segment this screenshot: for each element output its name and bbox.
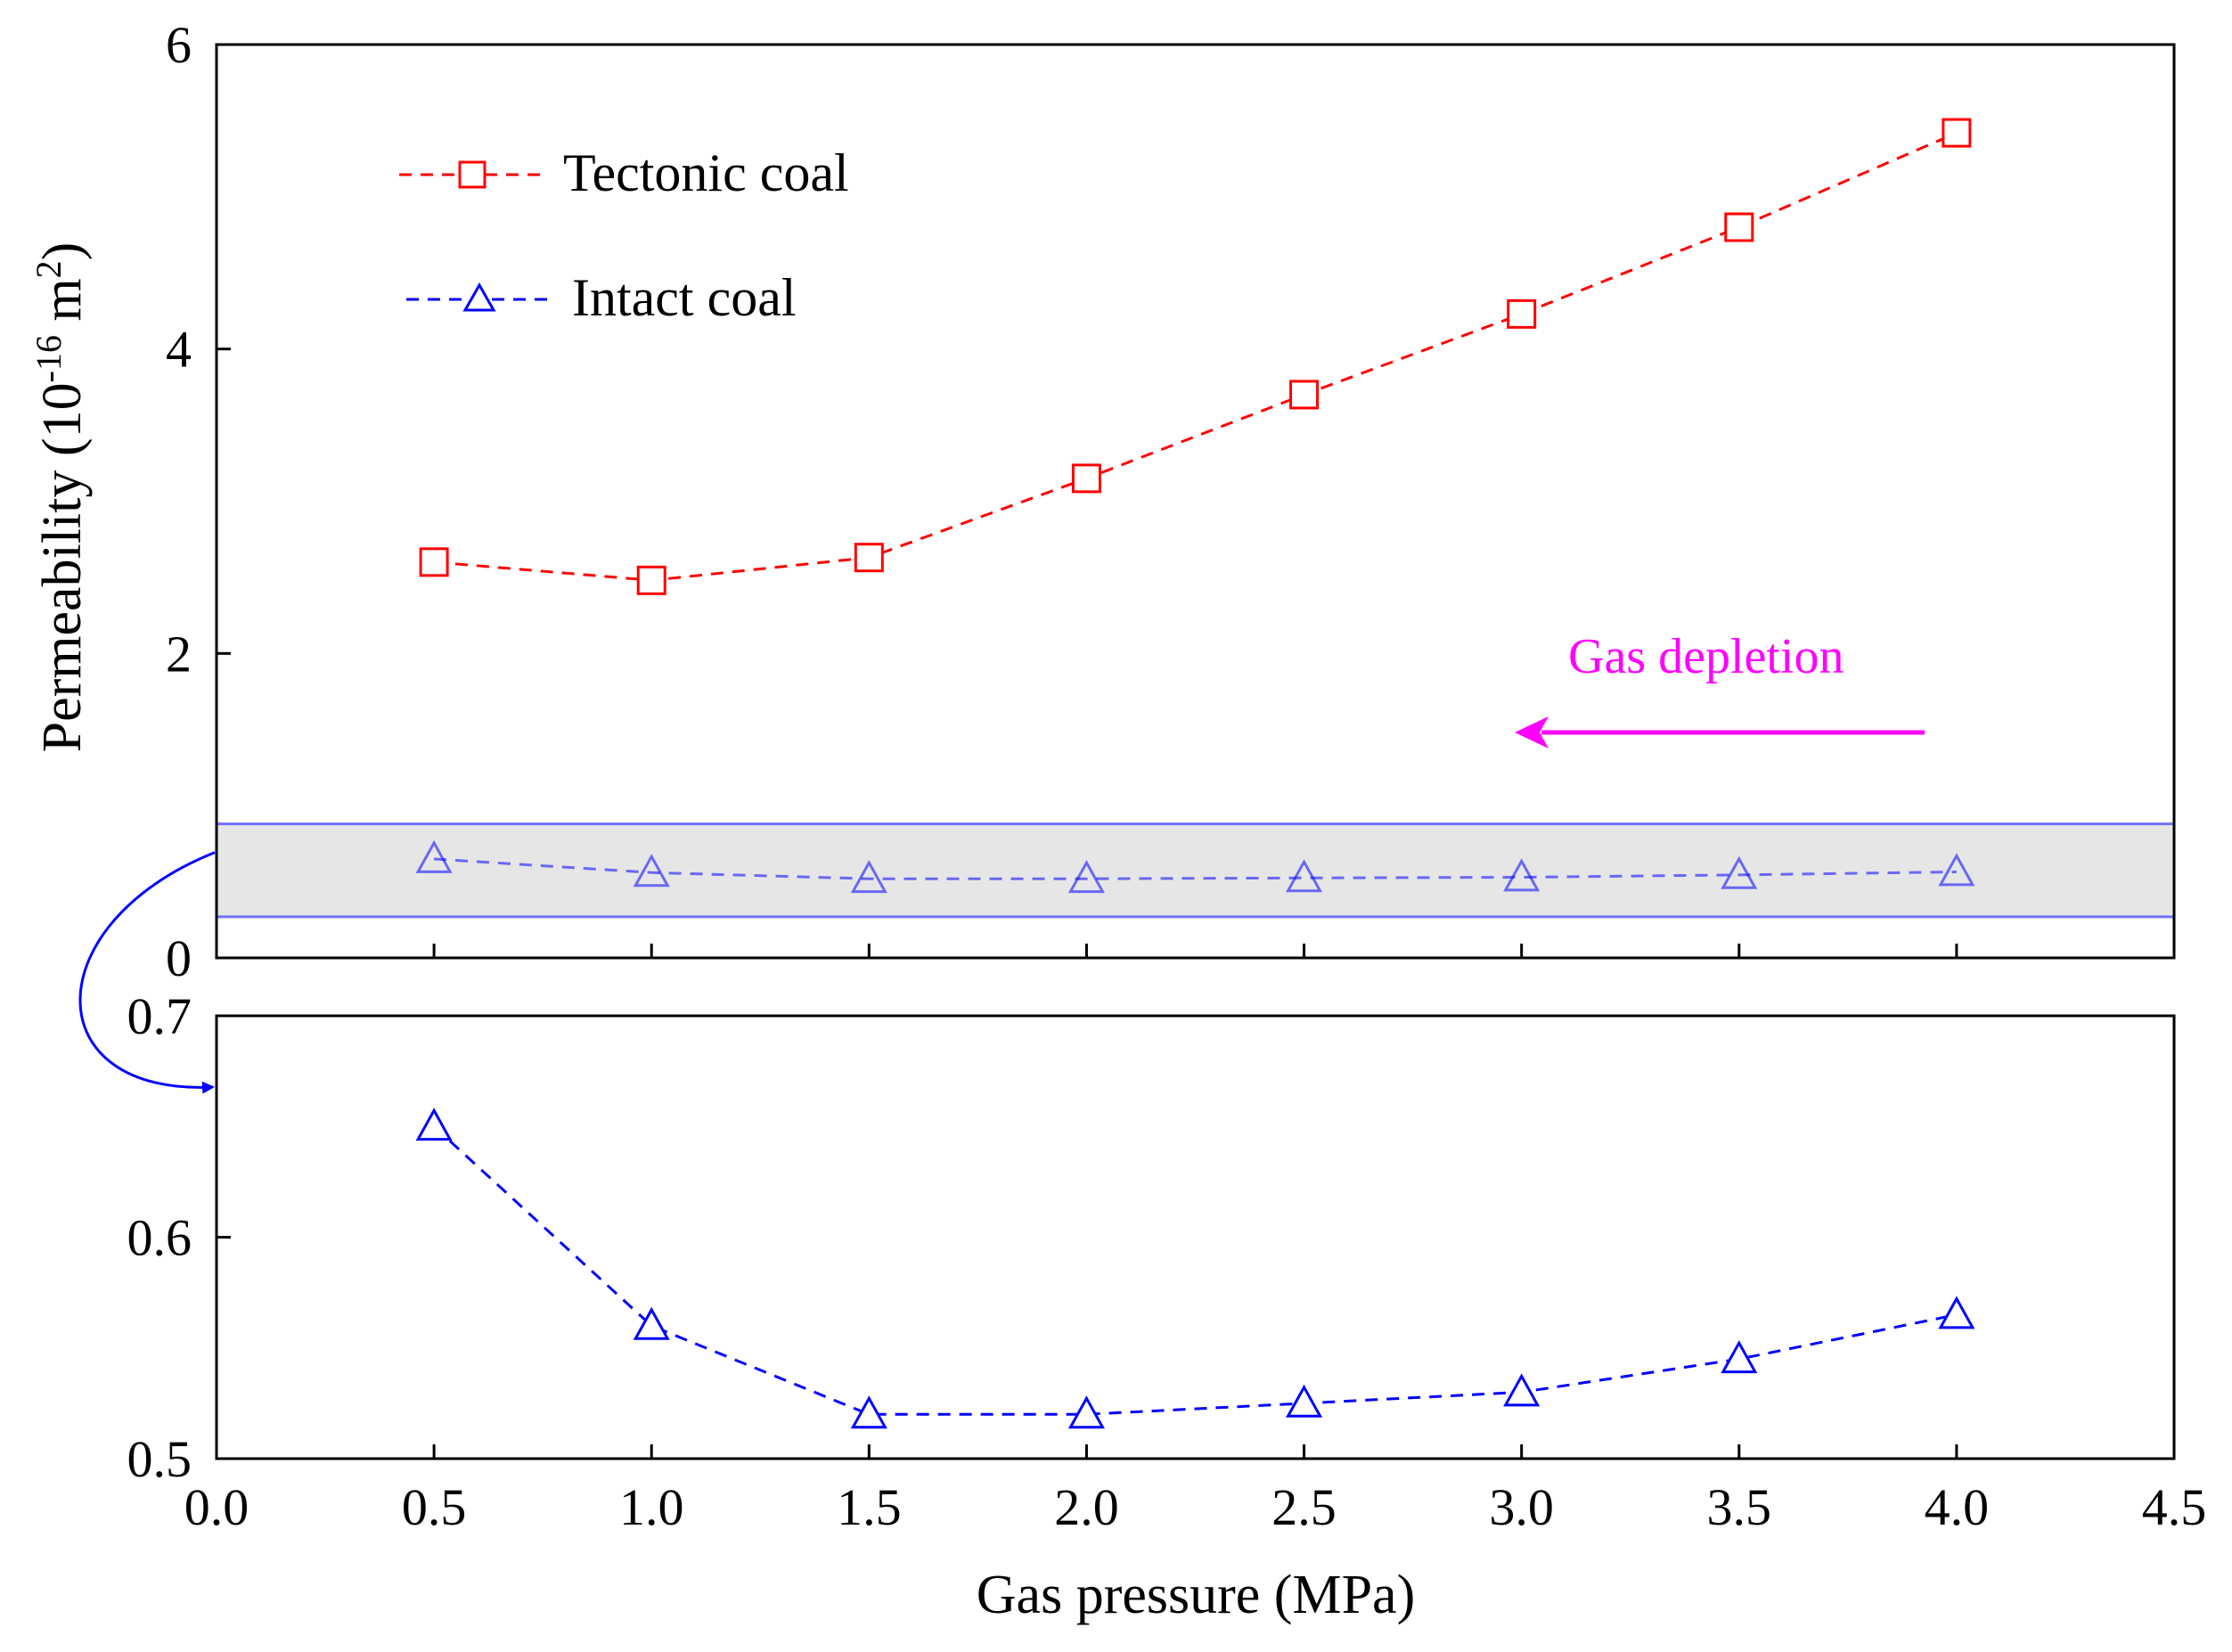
intact-series-zoom-line (433, 1125, 1958, 1416)
intact-series-main-point (1503, 858, 1541, 892)
legend: Tectonic coal Intact coal (399, 143, 849, 327)
y-tick-label-zoom: 0.6 (127, 1209, 192, 1267)
zoom-connector-arrow (78, 851, 216, 1094)
intact-series-zoom-point (1067, 1395, 1105, 1429)
intact-series-zoom-point (1938, 1296, 1975, 1329)
intact-series-main-point (1067, 860, 1105, 894)
intact-series-zoom-point (850, 1395, 887, 1429)
intact-series-main-line (434, 857, 1957, 880)
gas-depletion-label: Gas depletion (1568, 629, 1844, 684)
legend-marker-triangle (462, 282, 496, 312)
y-tick-label-zoom: 0.7 (127, 987, 192, 1045)
legend-label-intact: Intact coal (572, 268, 797, 327)
intact-series-zoom-point (1286, 1384, 1323, 1418)
legend-entry-intact: Intact coal (406, 268, 797, 327)
highlight-band (217, 823, 2174, 917)
x-tick-label: 0.5 (402, 1478, 467, 1536)
intact-series-zoom-point (1721, 1340, 1758, 1374)
x-tick-label: 2.0 (1054, 1478, 1119, 1536)
axes-layer: 0.0 0.5 1.0 1.5 2.0 2.5 3.0 3.5 4.0 4.502460.50.6… (127, 16, 2207, 1536)
y-tick-label-main: 0 (166, 929, 192, 987)
x-axis-title: Gas pressure (MPa) (977, 1565, 1415, 1625)
main-plot-frame (215, 43, 2176, 960)
series-layer (415, 118, 1975, 1429)
tectonic-series-point (854, 543, 884, 573)
x-tick-label: 4.5 (2142, 1478, 2207, 1536)
legend-label-tectonic: Tectonic coal (563, 143, 849, 202)
y-tick-label-zoom: 0.5 (127, 1430, 192, 1488)
y-tick-label-main: 2 (166, 625, 192, 683)
intact-series-zoom-point (633, 1306, 670, 1340)
tectonic-series-point (419, 547, 449, 577)
intact-series-main-point (850, 860, 887, 894)
x-tick-label: 3.5 (1707, 1478, 1772, 1536)
intact-series-main-point (415, 839, 453, 873)
x-tick-label: 0.0 (184, 1478, 249, 1536)
tectonic-series-point (1507, 299, 1537, 329)
gas-depletion-arrow-head-icon (1515, 716, 1549, 748)
y-axis-title: Permeability (10-16 m2) (29, 242, 93, 753)
tectonic-series-point (636, 565, 666, 595)
intact-series-main-point (1721, 855, 1758, 889)
x-tick-label: 4.0 (1925, 1478, 1990, 1536)
tectonic-series-point (1289, 380, 1320, 410)
tectonic-series-point (1942, 118, 1972, 148)
x-tick-label: 1.5 (837, 1478, 902, 1536)
y-tick-label-main: 6 (166, 16, 192, 74)
intact-series-zoom-point (415, 1108, 453, 1141)
intact-series-main-point (1938, 853, 1975, 887)
tectonic-series-point (1724, 212, 1754, 242)
x-tick-label: 1.0 (619, 1478, 684, 1536)
tectonic-series-point (1071, 463, 1101, 494)
intact-series-zoom-point (1503, 1373, 1541, 1407)
legend-marker-square (458, 160, 486, 189)
zoom-plot-frame (215, 1014, 2176, 1460)
x-tick-label: 2.5 (1271, 1478, 1337, 1536)
intact-series-main-point (633, 854, 670, 887)
x-tick-label: 3.0 (1489, 1478, 1554, 1536)
legend-entry-tectonic: Tectonic coal (399, 143, 849, 202)
tectonic-series-line (433, 131, 1958, 582)
y-tick-label-main: 4 (166, 321, 192, 379)
intact-series-main-point (1286, 859, 1323, 893)
